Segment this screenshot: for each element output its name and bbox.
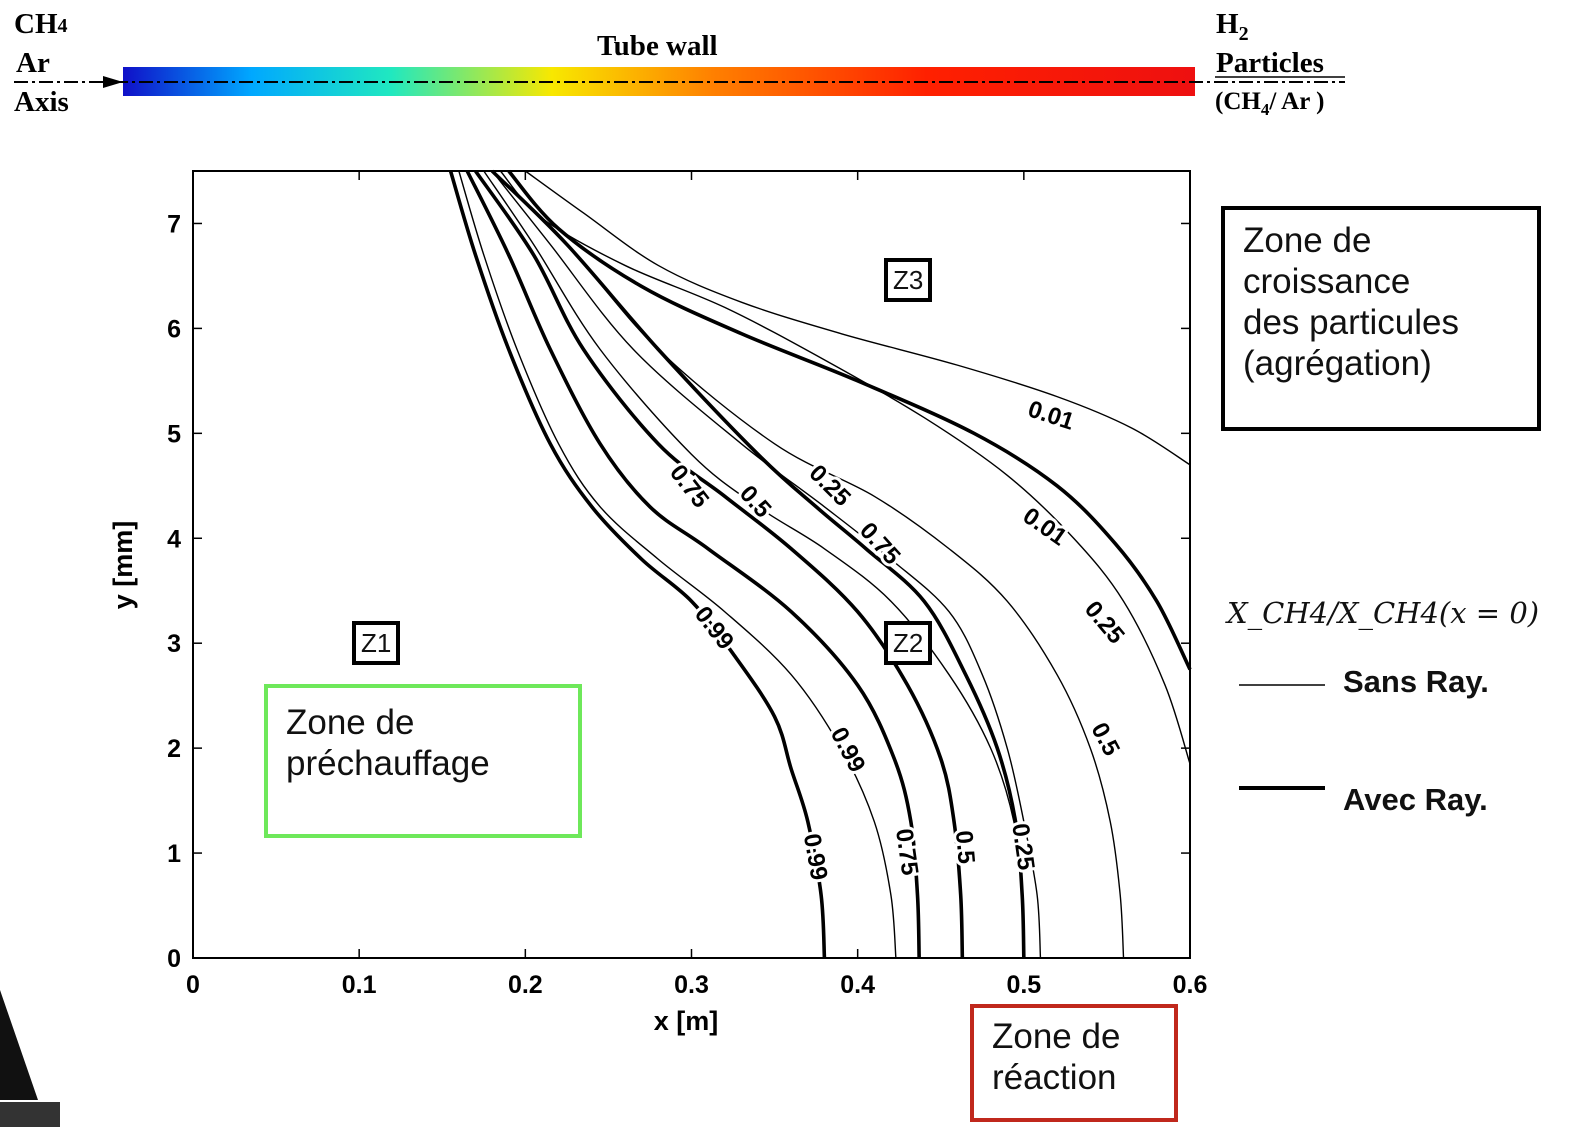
contour-label: 0.01 bbox=[1018, 502, 1072, 551]
x-tick-label: 0.1 bbox=[342, 971, 377, 999]
x-tick-label: 0 bbox=[186, 971, 200, 999]
z2-marker: Z2 bbox=[884, 621, 933, 665]
contour-label: 0.25 bbox=[1006, 822, 1039, 872]
x-tick-label: 0.5 bbox=[1006, 971, 1041, 999]
contour-line-sans-0.01 bbox=[524, 170, 1191, 466]
zone-growth-box: Zone de croissance des particules (agrég… bbox=[1221, 206, 1541, 431]
axis-arrowhead bbox=[103, 76, 123, 88]
contour-label: 0.75 bbox=[890, 827, 923, 877]
contour-line-sans-0.75 bbox=[483, 170, 1025, 959]
axis-ticks: 0 0.1 0.2 0.3 0.4 0.5 0.6 0 1 2 3 4 5 6 7 bbox=[167, 171, 1207, 999]
plot-frame bbox=[192, 170, 1191, 959]
contour-label: 0.75 bbox=[854, 517, 905, 570]
legend-sans-label: Sans Ray. bbox=[1343, 664, 1489, 699]
tube-schematic bbox=[14, 67, 1345, 96]
y-tick-label: 1 bbox=[167, 840, 181, 868]
y-axis-label: y [mm] bbox=[108, 521, 138, 610]
contour-line-avec-0.25 bbox=[490, 169, 1026, 959]
x-tick-label: 0.4 bbox=[840, 971, 875, 999]
legend-avec-label: Avec Ray. bbox=[1343, 782, 1488, 817]
x-axis-label: x [m] bbox=[654, 1006, 719, 1036]
tube-wall-title: Tube wall bbox=[597, 30, 718, 62]
contour-line-avec-0.01 bbox=[507, 169, 1192, 671]
contour-curves bbox=[448, 169, 1192, 959]
contour-label: 0.5 bbox=[950, 829, 980, 865]
y-tick-label: 3 bbox=[167, 630, 181, 658]
contour-line-avec-0.99 bbox=[448, 170, 827, 959]
contour-line-sans-0.01 bbox=[499, 170, 1191, 765]
z3-marker: Z3 bbox=[884, 258, 933, 302]
z1-marker: Z1 bbox=[352, 621, 401, 665]
contour-label: 0.25 bbox=[1079, 596, 1130, 649]
legend-swatches bbox=[1239, 684, 1325, 790]
institution-logo bbox=[0, 990, 60, 1127]
contour-line-sans-0.25 bbox=[491, 170, 1125, 959]
zone-preheat-box: Zone de préchauffage bbox=[264, 684, 582, 838]
contour-label: 0.5 bbox=[1085, 718, 1125, 760]
tube-outlet-h2: H2 bbox=[1216, 8, 1249, 45]
tube-inlet-ch4: CH4 bbox=[14, 8, 68, 40]
x-tick-label: 0.2 bbox=[508, 971, 543, 999]
legend-title: X_CH4/X_CH4(x = 0) bbox=[1227, 596, 1540, 630]
contour-label: 0.99 bbox=[689, 601, 739, 654]
y-tick-label: 7 bbox=[167, 210, 181, 238]
y-tick-label: 4 bbox=[167, 525, 181, 553]
contour-label: 0.99 bbox=[798, 832, 833, 883]
contour-line-sans-0.5 bbox=[491, 170, 1042, 959]
y-tick-label: 0 bbox=[167, 945, 181, 973]
contour-line-sans-0.99 bbox=[458, 170, 897, 959]
y-tick-label: 6 bbox=[167, 315, 181, 343]
y-tick-label: 5 bbox=[167, 420, 181, 448]
x-tick-label: 0.6 bbox=[1173, 971, 1208, 999]
tube-inlet-ar: Ar bbox=[16, 47, 50, 79]
x-tick-label: 0.3 bbox=[674, 971, 709, 999]
tube-outlet-particles: Particles bbox=[1216, 47, 1324, 79]
tube-axis-label: Axis bbox=[14, 86, 69, 118]
zone-reaction-box: Zone de réaction bbox=[970, 1004, 1178, 1122]
contour-label: 0.5 bbox=[734, 480, 776, 523]
y-tick-label: 2 bbox=[167, 735, 181, 763]
tube-outlet-ch4-ar: (CH4/ Ar ) bbox=[1215, 88, 1325, 119]
contour-label: 0.99 bbox=[825, 723, 871, 777]
contour-line-avec-0.75 bbox=[465, 170, 921, 959]
contour-line-avec-0.5 bbox=[474, 169, 965, 959]
